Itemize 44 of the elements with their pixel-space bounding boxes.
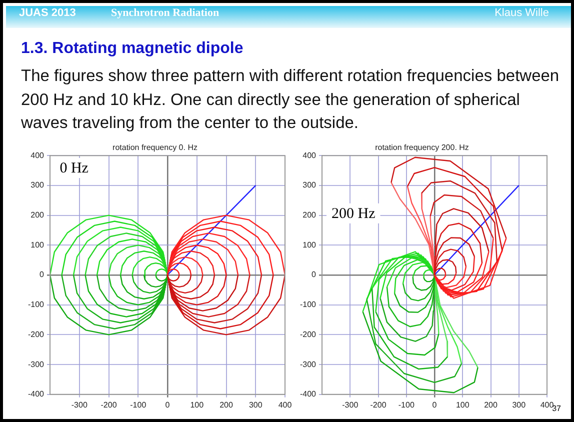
text: The figures show three pattern with different rotation frequencies between 200 Hz and 10 kHz. One can directly see the generation of spherical waves traveling from the center to the outside. <box>21 66 560 134</box>
x-tick-label: 0 <box>432 400 438 410</box>
y-tick-label: 100 <box>30 240 45 250</box>
chart-title: rotation frequency 0. Hz <box>112 143 198 152</box>
x-tick-label: -200 <box>100 400 118 410</box>
annotation: 0 Hz <box>60 160 89 176</box>
x-tick-label: -300 <box>71 400 88 410</box>
y-tick-label: -400 <box>300 390 317 399</box>
y-tick-label: -100 <box>300 300 317 310</box>
x-tick-label: 200 <box>484 400 498 410</box>
y-tick-label: 300 <box>30 180 45 190</box>
y-tick-label: 400 <box>302 150 317 160</box>
x-tick-label: -100 <box>398 400 415 410</box>
y-tick-label: -200 <box>28 330 45 339</box>
y-tick-label: -100 <box>28 300 45 310</box>
y-tick-label: 400 <box>30 150 45 160</box>
y-tick-label: -200 <box>300 330 317 339</box>
chart-title: rotation frequency 200. Hz <box>375 143 469 152</box>
y-tick-label: 300 <box>302 180 317 190</box>
text: 1.3. Rotating magnetic dipole <box>21 40 244 58</box>
x-tick-label: 100 <box>190 400 204 410</box>
x-tick-label: -300 <box>342 400 359 410</box>
text: Klaus Wille <box>494 7 549 19</box>
x-tick-label: 0 <box>165 400 170 410</box>
text: 37 <box>552 404 561 413</box>
x-tick-label: -100 <box>130 400 147 410</box>
x-tick-label: 100 <box>456 400 470 410</box>
y-tick-label: -300 <box>300 360 317 369</box>
x-tick-label: 400 <box>278 400 292 410</box>
y-tick-label: 200 <box>30 210 45 220</box>
x-tick-label: 300 <box>512 400 526 410</box>
y-tick-label: 200 <box>302 210 317 220</box>
text: JUAS 2013 <box>19 7 76 19</box>
x-tick-label: 400 <box>540 400 554 410</box>
annotation: 200 Hz <box>332 206 376 222</box>
x-tick-label: -200 <box>370 400 387 410</box>
y-tick-label: 100 <box>302 240 317 250</box>
text: Synchrotron Radiation <box>111 7 220 19</box>
y-tick-label: 0 <box>40 270 45 280</box>
y-tick-label: 0 <box>312 270 317 280</box>
x-tick-label: 300 <box>248 400 263 410</box>
y-tick-label: -300 <box>28 360 45 369</box>
x-tick-label: 200 <box>220 400 234 410</box>
y-tick-label: -400 <box>28 390 45 399</box>
